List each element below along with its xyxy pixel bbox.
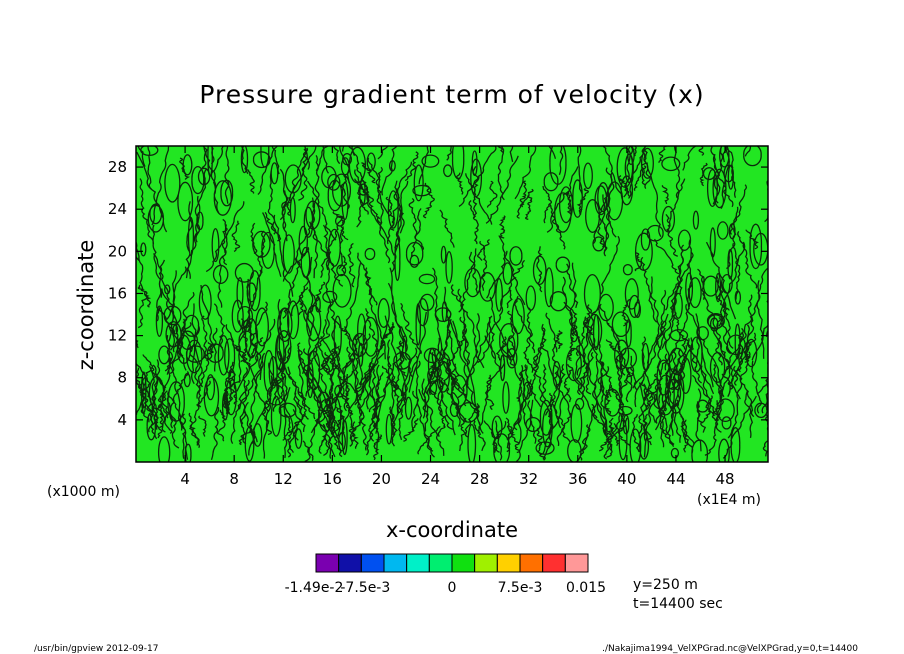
y-tick-label: 20: [108, 242, 127, 260]
x-tick-label: 44: [666, 470, 685, 488]
annotation-t: t=14400 sec: [633, 596, 723, 612]
colorbar-swatch: [360, 553, 385, 573]
colorbar-tick-label: 7.5e-3: [498, 580, 543, 596]
colorbar-tick-label: 0.015: [566, 580, 606, 596]
annotation-y: y=250 m: [633, 577, 698, 593]
colorbar-swatch: [542, 553, 566, 573]
contour-path: [136, 146, 768, 462]
y-tick-label: 4: [117, 411, 127, 429]
footer-right: ./Nakajima1994_VelXPGrad.nc@VelXPGrad,y=…: [602, 644, 858, 654]
colorbar-swatch: [564, 553, 589, 573]
colorbar-swatch: [315, 553, 340, 573]
y-axis-ticks: 4 8 12 16 20 24 28: [108, 158, 768, 429]
colorbar-swatch: [338, 553, 362, 573]
footer-left: /usr/bin/gpview 2012-09-17: [34, 644, 158, 654]
x-axis-ticks: 4 8 12 16 20 24 28 32 36 40 44 48: [180, 146, 735, 488]
plot-area: [135, 145, 769, 463]
colorbar-swatch: [383, 553, 408, 573]
x-tick-label: 24: [421, 470, 440, 488]
x-tick-label: 28: [470, 470, 489, 488]
colorbar: [315, 553, 589, 573]
y-tick-label: 12: [108, 327, 127, 345]
x-tick-label: 40: [617, 470, 636, 488]
x-tick-label: 8: [229, 470, 239, 488]
x-unit-left: (x1000 m): [47, 484, 120, 500]
x-tick-label: 36: [568, 470, 587, 488]
y-tick-label: 24: [108, 200, 127, 218]
colorbar-tick-label: 0: [448, 580, 457, 596]
x-axis-label: x-coordinate: [386, 518, 518, 542]
x-tick-label: 4: [180, 470, 190, 488]
x-tick-label: 16: [323, 470, 342, 488]
x-tick-label: 32: [519, 470, 538, 488]
plot-frame: [135, 145, 769, 463]
x-tick-label: 12: [274, 470, 293, 488]
x-tick-label: 20: [372, 470, 391, 488]
y-axis-label: z-coordinate: [74, 240, 98, 371]
contour-lines: [136, 146, 768, 462]
colorbar-swatch: [496, 553, 521, 573]
y-tick-label: 8: [117, 369, 127, 387]
colorbar-swatch: [519, 553, 544, 573]
colorbar-tick-label: -1.49e-2: [285, 580, 344, 596]
colorbar-swatch: [474, 553, 498, 573]
colorbar-swatch: [451, 553, 476, 573]
colorbar-tick-labels: -1.49e-2-7.5e-3 0 7.5e-3 0.015: [285, 580, 606, 596]
colorbar-swatch: [406, 553, 430, 573]
x-tick-label: 48: [716, 470, 735, 488]
colorbar-swatch: [428, 553, 453, 573]
chart-title: Pressure gradient term of velocity (x): [199, 80, 704, 109]
y-tick-label: 28: [108, 158, 127, 176]
y-tick-label: 16: [108, 284, 127, 302]
x-unit-right: (x1E4 m): [697, 492, 761, 508]
colorbar-tick-label: -7.5e-3: [340, 580, 390, 596]
